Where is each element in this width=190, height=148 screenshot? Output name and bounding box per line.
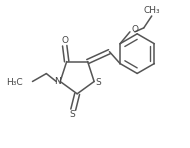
- Text: O: O: [131, 25, 138, 34]
- Text: S: S: [69, 110, 75, 119]
- Text: H₃C: H₃C: [6, 78, 23, 87]
- Text: N: N: [54, 77, 61, 86]
- Text: CH₃: CH₃: [143, 5, 160, 15]
- Text: S: S: [95, 78, 101, 87]
- Text: O: O: [61, 36, 68, 45]
